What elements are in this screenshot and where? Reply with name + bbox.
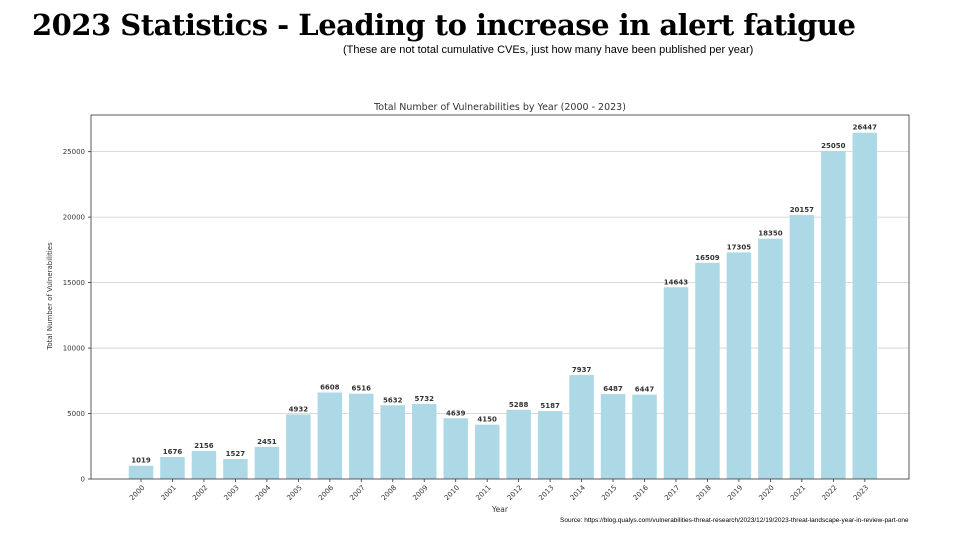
bar-value-label: 6516 bbox=[352, 385, 372, 393]
source-citation: Source: https://blog.qualys.com/vulnerab… bbox=[560, 517, 909, 524]
x-tick-label: 2008 bbox=[380, 484, 398, 502]
bar bbox=[789, 215, 815, 480]
bar bbox=[506, 409, 531, 479]
x-tick-label: 2019 bbox=[726, 484, 744, 502]
bar bbox=[128, 465, 154, 479]
x-tick-label: 2007 bbox=[348, 484, 366, 502]
bar-value-label: 25050 bbox=[821, 142, 845, 150]
bar bbox=[695, 262, 720, 479]
bar bbox=[443, 418, 468, 479]
y-tick-label: 25000 bbox=[63, 148, 85, 156]
data-labels: 1019 1676 2156 1527 2451 4932 6608 6516 5632 5732… bbox=[131, 124, 877, 465]
x-tick-label: 2003 bbox=[223, 484, 241, 502]
x-tick-label: 2000 bbox=[128, 484, 146, 502]
bar-value-label: 5632 bbox=[383, 396, 403, 404]
bar-value-label: 20157 bbox=[790, 206, 814, 214]
x-axis-label: Year bbox=[491, 505, 509, 514]
x-tick-label: 2006 bbox=[317, 483, 336, 502]
x-tick-label: 2014 bbox=[569, 483, 588, 502]
bar bbox=[474, 424, 500, 479]
bar-value-label: 1019 bbox=[131, 457, 151, 465]
x-tick-label: 2009 bbox=[411, 484, 429, 502]
x-tick-label: 2023 bbox=[852, 484, 870, 502]
bar bbox=[758, 238, 783, 479]
bar bbox=[821, 151, 846, 479]
x-tick-label: 2004 bbox=[254, 483, 273, 502]
x-tick-label: 2020 bbox=[758, 484, 776, 502]
x-tick-label: 2021 bbox=[789, 484, 807, 502]
bar-value-label: 6447 bbox=[635, 386, 655, 394]
y-axis-label: Total Number of Vulnerabilities bbox=[46, 242, 54, 351]
bar-value-label: 4150 bbox=[477, 416, 497, 424]
x-tick-label: 2015 bbox=[600, 484, 618, 502]
x-tick-label: 2012 bbox=[506, 484, 524, 502]
bar bbox=[286, 414, 311, 479]
y-tick-label: 15000 bbox=[63, 279, 85, 287]
y-tick-label: 20000 bbox=[63, 214, 85, 222]
plot-frame bbox=[90, 114, 910, 480]
bar-value-label: 16509 bbox=[695, 254, 719, 262]
bar-value-label: 4932 bbox=[289, 405, 309, 413]
bar-value-label: 26447 bbox=[853, 124, 877, 132]
bar-value-label: 2156 bbox=[194, 442, 214, 450]
bars bbox=[128, 132, 878, 480]
chart-title: Total Number of Vulnerabilities by Year … bbox=[373, 102, 626, 113]
bar bbox=[663, 287, 689, 479]
bar-value-label: 1527 bbox=[226, 450, 246, 458]
x-tick-label: 2017 bbox=[663, 484, 681, 502]
y-tick-label: 0 bbox=[81, 476, 85, 484]
bar-value-label: 18350 bbox=[758, 230, 782, 238]
bar-value-label: 5732 bbox=[414, 395, 434, 403]
x-tick-label: 2011 bbox=[474, 484, 492, 502]
bar-value-label: 2451 bbox=[257, 438, 277, 446]
bar-value-label: 14643 bbox=[664, 278, 688, 286]
y-tick-label: 5000 bbox=[67, 410, 85, 418]
bar bbox=[726, 252, 752, 479]
x-tick-label: 2001 bbox=[160, 484, 178, 502]
bar bbox=[349, 393, 374, 479]
slide-title: 2023 Statistics - Leading to increase in… bbox=[32, 8, 856, 42]
bar bbox=[537, 411, 563, 479]
bar bbox=[632, 394, 657, 479]
grid-lines bbox=[91, 151, 909, 414]
bar-value-label: 6608 bbox=[320, 383, 340, 391]
x-tick-label: 2005 bbox=[286, 484, 304, 502]
x-tick-label: 2022 bbox=[820, 484, 838, 502]
bar-value-label: 7937 bbox=[572, 366, 592, 374]
bar bbox=[852, 132, 878, 479]
bar-value-label: 6487 bbox=[603, 385, 623, 393]
bar bbox=[600, 394, 626, 479]
x-tick-label: 2016 bbox=[632, 483, 651, 502]
bar-value-label: 4639 bbox=[446, 409, 466, 417]
bar bbox=[160, 457, 185, 479]
bar bbox=[317, 392, 343, 479]
bar-value-label: 5187 bbox=[540, 402, 560, 410]
bar-value-label: 1676 bbox=[163, 448, 183, 456]
x-tick-label: 2010 bbox=[443, 484, 461, 502]
x-tick-label: 2018 bbox=[695, 484, 713, 502]
bar-value-label: 17305 bbox=[727, 243, 751, 251]
slide-subtitle: (These are not total cumulative CVEs, ju… bbox=[343, 44, 754, 56]
y-tick-label: 10000 bbox=[63, 345, 85, 353]
bar bbox=[223, 459, 248, 479]
bar bbox=[411, 403, 437, 479]
bar-value-label: 5288 bbox=[509, 401, 529, 409]
x-tick-label: 2002 bbox=[191, 484, 209, 502]
x-tick-label: 2013 bbox=[537, 484, 555, 502]
bar bbox=[380, 405, 406, 479]
bar bbox=[191, 450, 217, 479]
bar bbox=[569, 375, 594, 479]
bar bbox=[254, 446, 280, 479]
